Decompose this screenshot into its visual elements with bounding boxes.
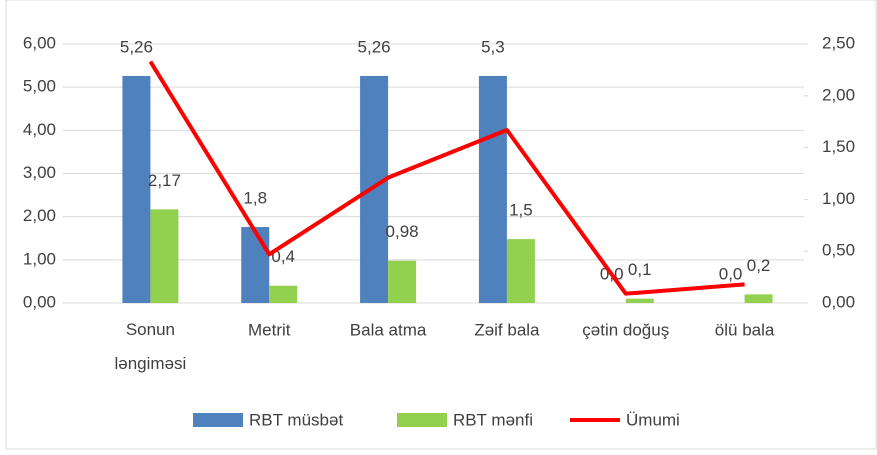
y-tick-label: 4,00 (23, 120, 56, 139)
x-tick-label: Zəif bala (474, 320, 540, 339)
y-tick-label: 0,00 (23, 292, 56, 311)
legend-label: RBT müsbət (249, 410, 343, 429)
bar (744, 294, 773, 303)
y-tick-label: 3,00 (23, 163, 56, 182)
bar (388, 260, 417, 303)
y2-tick-label: 0,50 (822, 241, 855, 260)
y-tick-label: 6,00 (23, 33, 56, 52)
bar (269, 285, 298, 303)
data-label: 1,8 (243, 189, 267, 208)
x-tick-label: ölü bala (715, 320, 775, 339)
bar (506, 239, 535, 303)
y2-tick-label: 1,50 (822, 137, 855, 156)
chart-frame (5, 0, 877, 450)
y-tick-label: 1,00 (23, 249, 56, 268)
legend-label: Ümumi (626, 410, 680, 429)
legend-swatch (397, 413, 447, 427)
data-label: 0,1 (628, 260, 652, 279)
data-label: 1,5 (509, 201, 533, 220)
data-label: 0,2 (747, 256, 771, 275)
bar (478, 75, 507, 304)
y2-tick-label: 2,50 (822, 33, 855, 52)
legend-swatch (193, 413, 243, 427)
data-label: 2,17 (148, 171, 181, 190)
data-label: 0,98 (386, 222, 419, 241)
data-label: 5,3 (481, 37, 505, 56)
y-tick-label: 2,00 (23, 206, 56, 225)
y2-tick-label: 0,00 (822, 292, 855, 311)
x-tick-label: Bala atma (350, 320, 427, 339)
x-tick-label: Metrit (248, 320, 291, 339)
x-tick-label: Sonun ləngiməsi (115, 320, 187, 373)
data-label: 0,0 (719, 264, 743, 283)
y2-tick-label: 2,00 (822, 85, 855, 104)
x-tick-label: çətin doğuş (582, 320, 669, 339)
bar (625, 298, 654, 303)
bar (360, 75, 389, 304)
line (148, 60, 745, 296)
y2-tick-label: 1,00 (822, 189, 855, 208)
data-label: 5,26 (120, 37, 153, 56)
bar (150, 209, 179, 303)
legend-label: RBT mənfi (453, 410, 533, 429)
y-tick-label: 5,00 (23, 77, 56, 96)
data-label: 0,4 (271, 247, 295, 266)
data-label: 5,26 (358, 37, 391, 56)
bar (241, 227, 270, 303)
bar (122, 75, 151, 304)
